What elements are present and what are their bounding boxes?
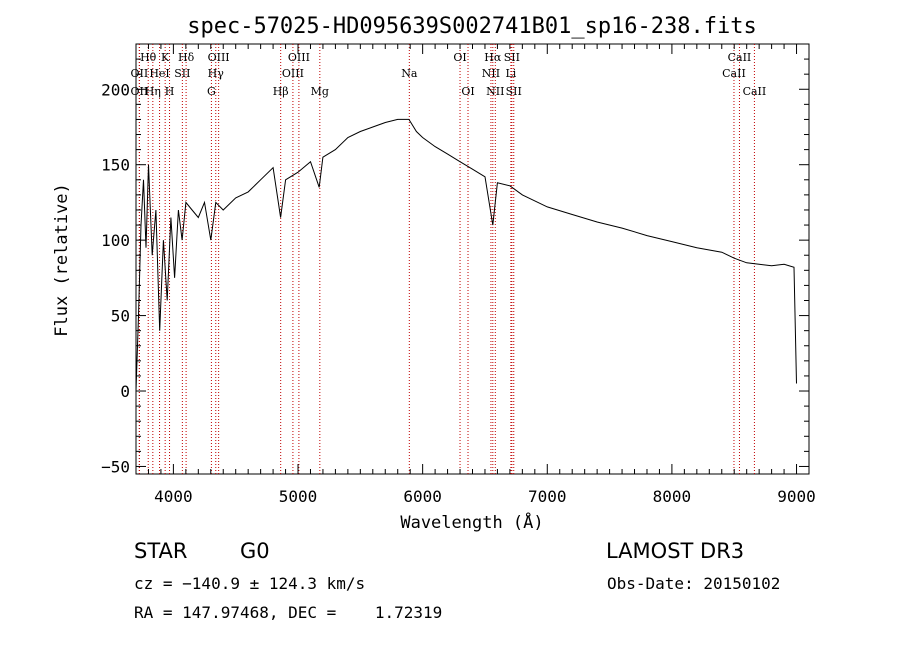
line-label-21: NII xyxy=(486,85,504,98)
line-label-4: HeI xyxy=(149,67,169,80)
axis-ticks xyxy=(135,44,810,474)
y-tick-label-4: 150 xyxy=(101,156,130,175)
line-label-17: OI xyxy=(453,51,466,64)
object-subclass: G0 xyxy=(240,539,270,563)
x-axis-label: Wavelength (Å) xyxy=(400,511,543,533)
observation-date: Obs-Date: 20150102 xyxy=(607,574,781,593)
line-label-15: Mg xyxy=(311,85,329,98)
y-tick-label-0: −50 xyxy=(101,457,130,476)
ra-dec-coordinates: RA = 147.97468, DEC = 1.72319 xyxy=(134,603,443,622)
y-axis-label: Flux (relative) xyxy=(52,183,72,337)
line-label-11: G xyxy=(207,85,216,98)
line-label-10: Hγ xyxy=(208,67,225,80)
y-tick-label-1: 0 xyxy=(120,382,130,401)
x-tick-label-5000: 5000 xyxy=(279,487,318,506)
line-label-16: Na xyxy=(401,67,418,80)
line-label-18: OI xyxy=(461,85,474,98)
line-label-6: H xyxy=(165,85,175,98)
x-tick-label-7000: 7000 xyxy=(528,487,567,506)
x-tick-label-6000: 6000 xyxy=(403,487,442,506)
line-label-7: SII xyxy=(174,67,190,80)
survey-name: LAMOST DR3 xyxy=(606,539,745,563)
line-label-2: OII xyxy=(131,67,149,80)
line-label-26: CaII xyxy=(722,67,746,80)
line-label-9: OIII xyxy=(208,51,230,64)
y-tick-label-2: 50 xyxy=(111,307,130,326)
x-tick-label-8000: 8000 xyxy=(653,487,692,506)
line-label-8: Hδ xyxy=(178,51,195,64)
line-label-19: Hα xyxy=(484,51,502,64)
plot-frame xyxy=(135,43,810,475)
line-label-12: Hβ xyxy=(273,85,289,98)
chart-title: spec-57025-HD095639S002741B01_sp16-238.f… xyxy=(187,14,757,39)
redshift-cz: cz = −140.9 ± 124.3 km/s xyxy=(134,574,366,593)
line-label-1: Hθ xyxy=(140,51,157,64)
line-label-3: Hη xyxy=(145,85,161,98)
line-label-25: CaII xyxy=(728,51,752,64)
line-label-27: CaII xyxy=(743,85,767,98)
line-label-13: OIII xyxy=(288,51,310,64)
spectrum-line xyxy=(135,118,797,392)
x-tick-label-4000: 4000 xyxy=(154,487,193,506)
line-label-14: OIII xyxy=(282,67,304,80)
line-label-22: SII xyxy=(504,51,520,64)
x-tick-labels: 4000 5000 6000 7000 8000 9000 xyxy=(154,487,816,506)
object-class: STAR xyxy=(134,539,188,563)
line-label-23: Li xyxy=(505,67,516,80)
y-tick-label-3: 100 xyxy=(101,231,130,250)
line-label-24: SII xyxy=(506,85,522,98)
line-label-20: NII xyxy=(482,67,500,80)
line-label-5: K xyxy=(161,51,170,64)
line-label-0: OII xyxy=(131,85,149,98)
line-markers xyxy=(138,44,755,474)
y-tick-labels: −50 0 50 100 150 200 xyxy=(101,80,130,476)
y-tick-label-5: 200 xyxy=(101,80,130,99)
x-tick-label-9000: 9000 xyxy=(777,487,816,506)
